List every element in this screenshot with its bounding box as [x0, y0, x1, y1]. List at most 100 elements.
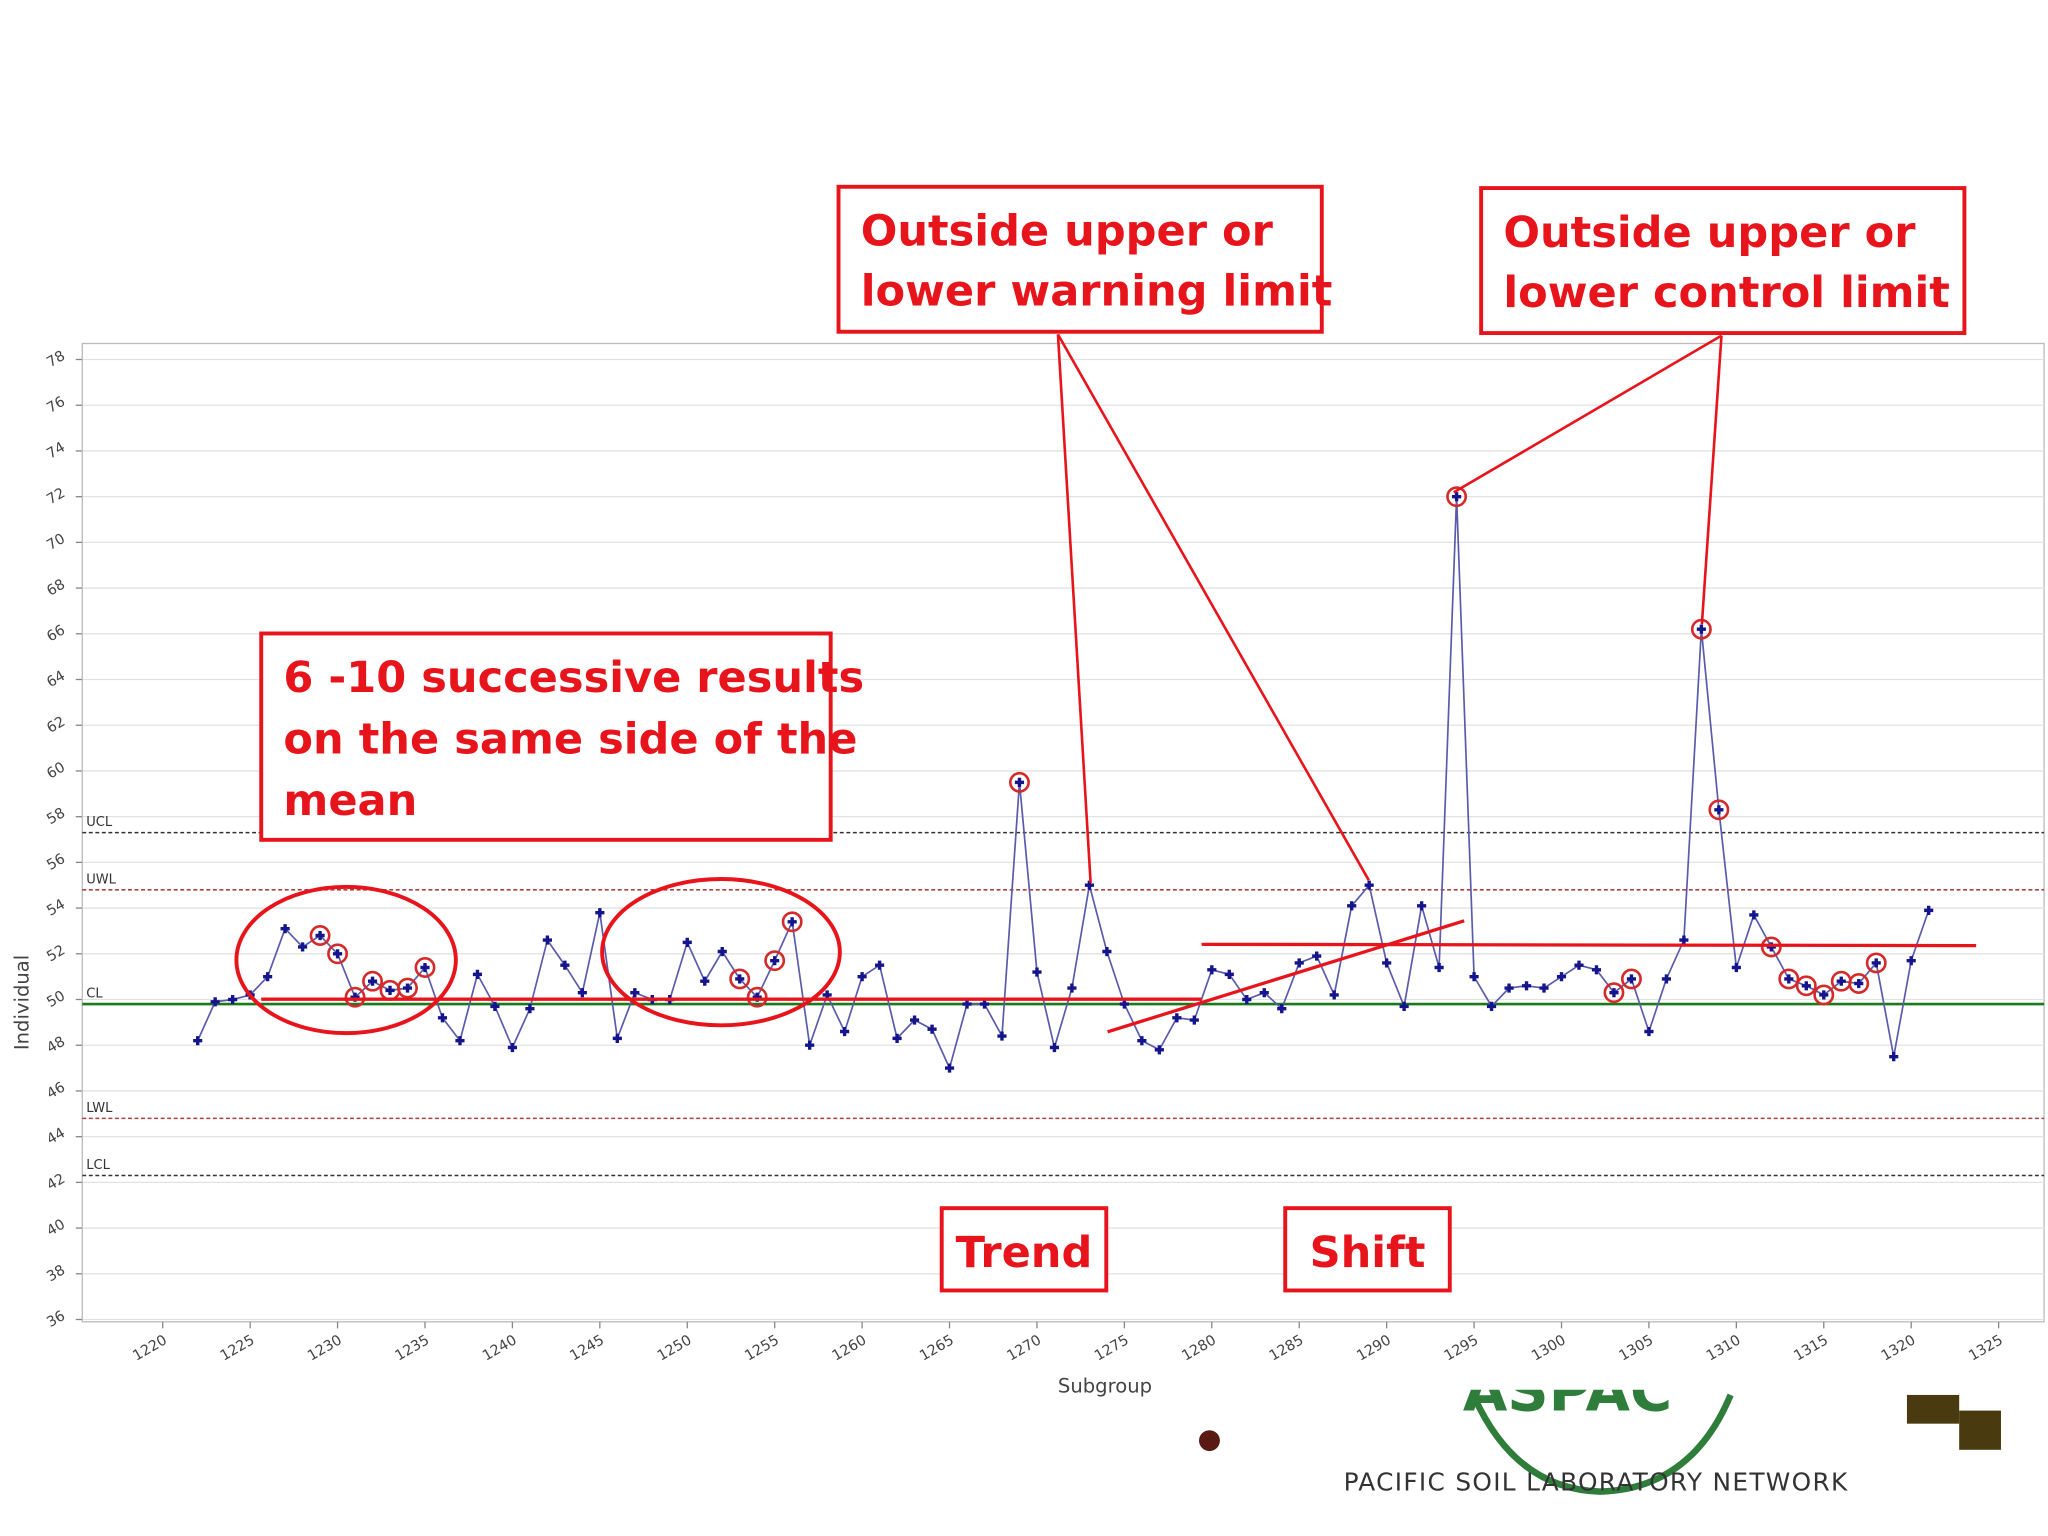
data-point [263, 972, 273, 982]
data-point [770, 956, 780, 966]
pointer-line [1453, 334, 1723, 494]
data-point [1294, 958, 1304, 968]
x-axis-label: Subgroup [1058, 1374, 1152, 1397]
data-point [193, 1036, 203, 1046]
y-tick-label: 68 [44, 577, 68, 600]
data-point [1382, 958, 1392, 968]
y-tick-label: 44 [44, 1125, 68, 1148]
data-point [210, 997, 220, 1007]
data-point [1889, 1052, 1899, 1062]
data-point [735, 974, 745, 984]
data-point [1119, 999, 1129, 1009]
data-point [1574, 960, 1584, 970]
annotation-text: lower warning limit [861, 267, 1333, 317]
data-point [577, 988, 587, 998]
annotation-text: mean [283, 776, 417, 826]
data-point [979, 999, 990, 1009]
data-point [1871, 958, 1881, 968]
data-point [1504, 983, 1514, 993]
data-point [1067, 983, 1077, 993]
data-point [944, 1063, 955, 1073]
y-tick-label: 54 [44, 897, 68, 920]
highlight-circle [764, 950, 786, 972]
data-point [787, 917, 797, 927]
data-point [1819, 990, 1829, 1000]
run-ellipse [234, 884, 458, 1036]
y-tick-label: 38 [44, 1262, 68, 1285]
data-point [1591, 965, 1602, 975]
data-point [1399, 1001, 1409, 1011]
data-point [315, 930, 325, 941]
data-point [1714, 805, 1724, 815]
y-tick-label: 40 [44, 1217, 68, 1240]
logo-letters: ASPAC [1463, 1358, 1672, 1425]
data-point [560, 960, 570, 970]
run-ellipse [600, 877, 842, 1028]
highlight-circle [1760, 936, 1782, 958]
data-point [927, 1024, 937, 1034]
highlight-circle [327, 943, 349, 965]
data-point [1539, 983, 1549, 993]
highlight-circle [1865, 952, 1887, 974]
highlight-circle [1848, 973, 1870, 994]
highlight-circle [1009, 771, 1030, 793]
data-point [1836, 976, 1846, 986]
highlight-circle [1446, 486, 1468, 508]
data-point [1364, 880, 1374, 890]
control-limit-label: UWL [86, 872, 116, 887]
data-point [717, 946, 727, 957]
y-tick-label: 56 [44, 851, 68, 874]
y-tick-label: 70 [44, 531, 68, 554]
data-point [367, 976, 378, 986]
data-point [805, 1040, 815, 1050]
highlight-circle [1778, 968, 1800, 990]
data-point [542, 935, 552, 945]
annotation-box [259, 631, 833, 842]
data-point [507, 1042, 517, 1053]
data-point [875, 960, 885, 970]
data-point [1102, 946, 1112, 957]
footer-text: PACIFIC SOIL LABORATORY NETWORK [1344, 1467, 1849, 1496]
data-point [892, 1033, 902, 1043]
annotation-text: Outside upper or [1503, 208, 1916, 258]
data-point [455, 1036, 465, 1046]
data-point [612, 1033, 622, 1043]
annotation-box [1479, 186, 1967, 336]
shift-line [1201, 942, 1977, 948]
data-point [1347, 901, 1357, 911]
y-tick-label: 66 [44, 622, 68, 645]
data-point [1049, 1042, 1060, 1053]
data-point [385, 985, 395, 995]
annotation-text: on the same side of the [283, 715, 857, 765]
data-point [682, 937, 692, 947]
data-point [1172, 1013, 1182, 1023]
data-point [1242, 994, 1252, 1005]
data-point [1452, 492, 1462, 502]
data-point [490, 1001, 500, 1011]
data-point [1469, 972, 1479, 982]
data-point [909, 1015, 920, 1025]
data-point [1521, 981, 1532, 991]
data-point [1644, 1026, 1654, 1037]
data-point [472, 969, 483, 979]
y-tick-label: 74 [44, 439, 68, 462]
y-tick-label: 48 [44, 1034, 68, 1057]
data-point [1277, 1004, 1287, 1014]
data-point [1014, 777, 1025, 787]
data-point [420, 962, 430, 973]
y-tick-label: 46 [44, 1079, 68, 1102]
data-point [1679, 935, 1689, 945]
data-point [1486, 1001, 1497, 1011]
annotation-text: Shift [1310, 1228, 1426, 1278]
highlight-circle [362, 970, 383, 992]
trend-line [1107, 919, 1465, 1034]
logo-arc [1470, 1393, 1734, 1495]
highlight-circle [309, 925, 331, 946]
highlight-circle [1603, 982, 1625, 1004]
data-point [1189, 1015, 1199, 1025]
pointer-line [1700, 335, 1723, 625]
y-tick-label: 76 [44, 394, 68, 417]
control-limit-label: LCL [86, 1158, 110, 1173]
